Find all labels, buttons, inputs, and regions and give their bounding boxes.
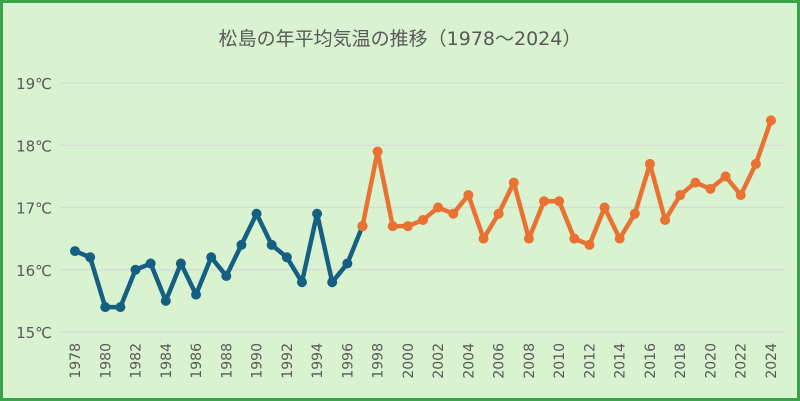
- data-point: [387, 221, 398, 232]
- data-point: [569, 233, 580, 244]
- x-tick-label: 2016: [643, 343, 659, 379]
- data-point: [448, 208, 459, 219]
- x-tick-label: 1990: [250, 343, 266, 379]
- series-line-2: [360, 119, 774, 248]
- x-tick-label: 2024: [764, 343, 780, 379]
- x-tick-label: 1994: [310, 343, 326, 379]
- data-point: [327, 277, 338, 288]
- data-point: [660, 214, 671, 225]
- y-tick-label: 18℃: [16, 137, 52, 155]
- data-point: [463, 190, 474, 201]
- x-tick-label: 1996: [340, 343, 356, 379]
- data-point: [433, 202, 444, 213]
- data-point: [644, 158, 655, 169]
- data-point: [735, 190, 746, 201]
- data-point: [614, 233, 625, 244]
- x-tick-label: 1982: [129, 343, 145, 379]
- data-point: [539, 196, 550, 207]
- data-point: [236, 239, 247, 250]
- data-point: [206, 252, 217, 263]
- x-tick-label: 1980: [98, 343, 114, 379]
- data-point: [599, 202, 610, 213]
- data-point: [251, 208, 262, 219]
- x-tick-label: 2018: [673, 343, 689, 379]
- data-point: [493, 208, 504, 219]
- x-tick-label: 1978: [68, 343, 84, 379]
- data-point: [418, 214, 428, 225]
- data-point: [115, 302, 126, 313]
- data-point: [584, 239, 595, 250]
- data-point: [281, 252, 292, 263]
- x-tick-label: 2004: [461, 343, 477, 379]
- x-tick-label: 2022: [734, 343, 750, 379]
- data-point: [629, 208, 640, 219]
- y-tick-label: 16℃: [16, 262, 52, 280]
- y-tick-label: 19℃: [16, 75, 52, 93]
- data-point: [266, 239, 277, 250]
- data-point: [312, 208, 323, 219]
- data-point: [675, 190, 686, 201]
- data-point: [130, 264, 141, 275]
- data-point: [508, 177, 519, 188]
- x-tick-label: 1986: [189, 343, 205, 379]
- x-tick-label: 2010: [552, 343, 568, 379]
- x-tick-label: 2012: [582, 343, 598, 379]
- x-tick-label: 2008: [522, 343, 538, 379]
- data-point: [402, 221, 413, 232]
- data-point: [100, 302, 111, 313]
- y-tick-label: 15℃: [16, 324, 52, 342]
- chart-title: 松島の年平均気温の推移（1978～2024）: [219, 28, 582, 50]
- data-point: [720, 171, 731, 182]
- y-tick-label: 17℃: [16, 200, 52, 218]
- x-tick-label: 2020: [703, 343, 719, 379]
- x-tick-label: 1992: [280, 343, 296, 379]
- x-tick-label: 2002: [431, 343, 447, 379]
- data-point: [357, 221, 368, 232]
- data-point: [523, 233, 534, 244]
- series-line-1: [74, 211, 365, 310]
- data-point: [554, 196, 565, 207]
- x-tick-label: 2006: [492, 343, 508, 379]
- data-point: [70, 246, 80, 257]
- x-tick-label: 1984: [159, 343, 175, 379]
- data-point: [705, 183, 716, 194]
- data-point: [372, 146, 383, 157]
- data-point: [145, 258, 156, 269]
- data-point: [750, 158, 761, 169]
- x-tick-label: 2014: [613, 343, 629, 379]
- x-tick-label: 1988: [219, 343, 235, 379]
- data-point: [690, 177, 701, 188]
- x-tick-label: 2000: [401, 343, 417, 379]
- data-point: [342, 258, 353, 269]
- data-point: [296, 277, 307, 288]
- data-point: [160, 295, 171, 306]
- data-point: [221, 270, 232, 281]
- x-tick-label: 1998: [371, 343, 387, 379]
- data-point: [191, 289, 202, 300]
- data-point: [478, 233, 489, 244]
- data-point: [766, 115, 776, 126]
- data-point: [85, 252, 96, 263]
- data-point: [175, 258, 186, 269]
